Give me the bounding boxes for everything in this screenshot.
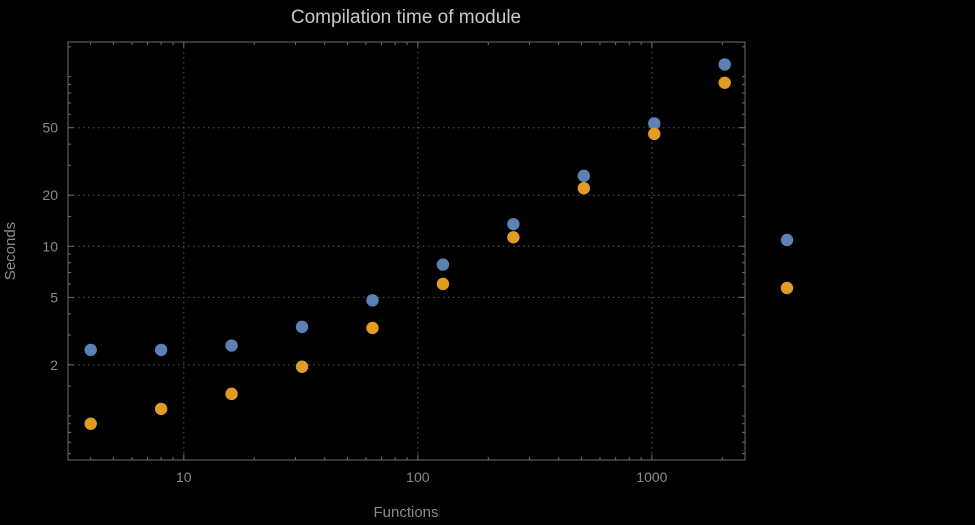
data-point-series-1-blue [577, 169, 591, 183]
y-axis-label: Seconds [2, 222, 19, 280]
x-tick-label: 1000 [636, 469, 667, 485]
data-point-series-2-orange [648, 127, 661, 141]
data-point-series-2-orange [84, 417, 97, 430]
data-point-series-1-blue [718, 58, 731, 71]
data-point-series-2-orange [154, 402, 168, 416]
data-point-series-2-orange [577, 181, 591, 195]
points-layer [84, 58, 731, 430]
data-point-series-2-orange [225, 387, 238, 401]
data-point-series-1-blue [507, 217, 520, 231]
tick-labels-layer: 10 100 1000 2 5 10 20 50 [42, 120, 667, 485]
data-point-series-1-blue [648, 117, 661, 130]
x-axis-label: Functions [373, 504, 438, 521]
chart-title: Compilation time of module [291, 7, 521, 28]
data-point-series-2-orange [718, 76, 731, 89]
ticks-layer [68, 42, 745, 460]
data-point-series-2-orange [366, 321, 379, 335]
legend-marker-series-1-blue [780, 233, 794, 247]
y-tick-label: 50 [42, 120, 58, 136]
y-tick-label: 5 [50, 289, 58, 305]
y-tick-label: 10 [42, 238, 58, 254]
data-point-series-1-blue [84, 343, 97, 357]
legend-marker-series-2-orange [780, 281, 794, 295]
data-point-series-1-blue [225, 339, 238, 352]
data-point-series-2-orange [507, 231, 520, 244]
grid-layer [68, 42, 745, 460]
legend-layer [780, 233, 794, 295]
data-point-series-1-blue [436, 258, 450, 271]
y-tick-label: 2 [50, 357, 58, 373]
frame-layer [67, 41, 746, 461]
data-point-series-2-orange [436, 277, 450, 291]
data-point-series-1-blue [295, 320, 309, 334]
x-tick-label: 100 [406, 469, 430, 485]
y-tick-label: 20 [42, 187, 58, 203]
x-tick-label: 10 [176, 469, 192, 485]
plot-frame [67, 41, 746, 461]
data-point-series-2-orange [295, 360, 309, 373]
data-point-series-1-blue [154, 343, 168, 357]
data-point-series-1-blue [366, 294, 379, 307]
